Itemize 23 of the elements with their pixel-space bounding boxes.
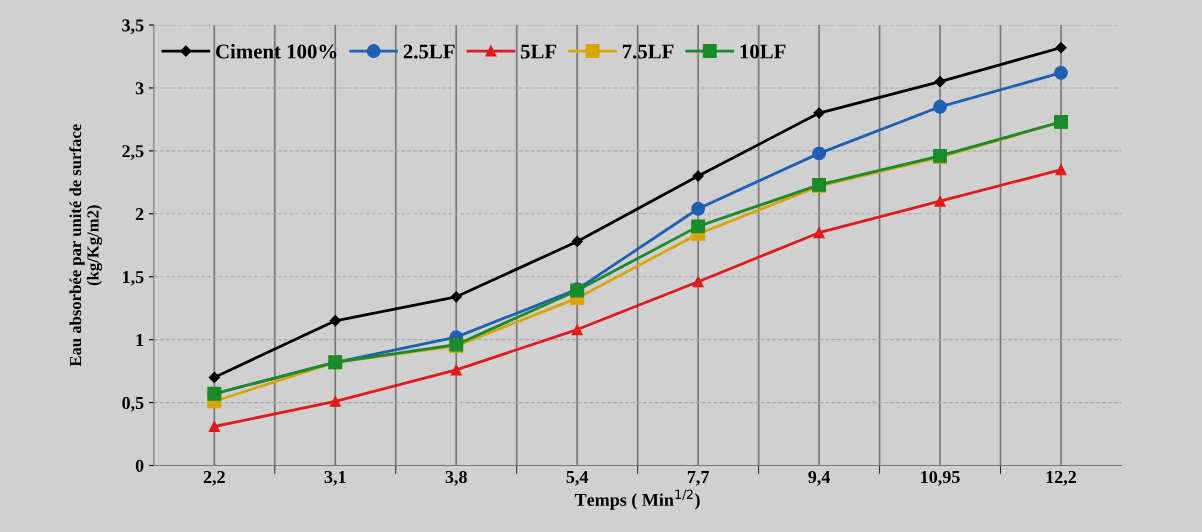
y-tick-label: 0 bbox=[135, 459, 144, 472]
x-tick-label: 10,95 bbox=[921, 470, 960, 486]
y-tick-label: 1 bbox=[136, 333, 144, 346]
x-tick-label: 3,1 bbox=[324, 470, 346, 486]
y-tick-label: 0,5 bbox=[122, 396, 144, 412]
y-tick-label: 3,5 bbox=[122, 19, 144, 35]
y-tick-label: 2 bbox=[135, 208, 144, 221]
x-tick-label: 3,8 bbox=[445, 470, 467, 486]
legend-label: Ciment 100% bbox=[216, 43, 337, 59]
y-axis-title: Eau absorbée par unité de surface (kg/Kg/m2) bbox=[69, 124, 103, 367]
x-tick-label: 7,7 bbox=[687, 471, 709, 486]
legend-label: 10LF bbox=[740, 44, 786, 59]
x-tick-label: 12,2 bbox=[1046, 470, 1077, 486]
x-axis-title: Temps ( Min$^{1/2}$) bbox=[574, 489, 700, 510]
x-tick-label: 5,4 bbox=[566, 471, 589, 486]
x-tick-label: 2,2 bbox=[203, 470, 225, 486]
x-tick-label: 9,4 bbox=[808, 470, 831, 486]
y-tick-label: 2,5 bbox=[122, 145, 144, 160]
y-tick-label: 1,5 bbox=[123, 271, 144, 286]
legend-label: 2.5LF bbox=[403, 44, 455, 59]
legend-label: 7.5LF bbox=[622, 44, 674, 59]
legend-label: 5LF bbox=[520, 44, 557, 59]
y-tick-label: 3 bbox=[135, 82, 144, 95]
